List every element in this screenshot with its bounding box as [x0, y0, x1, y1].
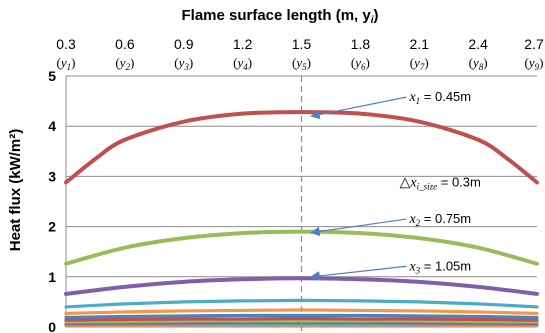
annotation-label: x2 = 0.75m	[408, 211, 471, 228]
x-tick-sublabel: (y1)	[57, 55, 76, 72]
x-tick-labels: 0.3 (y1) 0.6 (y2) 0.9 (y3) 1.2 (y4) 1.5 (y5) 1.8 (y…	[56, 36, 544, 72]
y-tick-label: 4	[48, 118, 56, 134]
y-axis-title: Heat flux (kW/m²)	[7, 129, 24, 252]
annotation-label: △xi_size = 0.3m	[400, 174, 481, 191]
x-tick-label: 1.2	[233, 36, 253, 52]
annotation-arrow	[310, 218, 407, 237]
series-line	[64, 319, 539, 324]
annotations: x1 = 0.45m △xi_size = 0.3m x2 = 0.75m x3 = …	[310, 89, 481, 281]
x-tick-label: 0.9	[174, 36, 194, 52]
annotation-label: x1 = 0.45m	[408, 89, 471, 106]
x-tick-label: 2.4	[468, 36, 488, 52]
y-tick-label: 3	[48, 168, 56, 184]
y-tick-label: 0	[48, 319, 56, 333]
y-tick-label: 1	[48, 269, 56, 285]
series-line	[64, 316, 539, 322]
x-tick-label: 1.8	[351, 36, 371, 52]
x-tick-label: 2.1	[410, 36, 430, 52]
series-line	[64, 298, 539, 309]
x-tick-sublabel: (y9)	[525, 55, 544, 72]
series-line	[64, 313, 539, 320]
x-tick-sublabel: (y3)	[174, 55, 193, 72]
y-tick-label: 2	[48, 219, 56, 235]
series-line	[64, 229, 539, 266]
annotation-arrow	[310, 96, 407, 120]
x-axis-title: Flame surface length (m, yi)	[181, 7, 378, 26]
x-tick-label: 0.3	[56, 36, 76, 52]
x-tick-label: 2.7	[524, 36, 544, 52]
x-tick-sublabel: (y8)	[469, 55, 488, 72]
x-tick-label: 1.5	[292, 36, 312, 52]
x-tick-sublabel: (y7)	[410, 55, 429, 72]
x-tick-sublabel: (y5)	[292, 55, 311, 72]
series-line	[64, 276, 539, 296]
annotation-label: x3 = 1.05m	[408, 258, 471, 275]
x-tick-sublabel: (y2)	[115, 55, 134, 72]
x-tick-sublabel: (y6)	[351, 55, 370, 72]
annotation-arrow	[310, 265, 407, 281]
y-tick-label: 5	[48, 68, 56, 84]
y-tick-labels: 0 1 2 3 4 5	[48, 68, 56, 333]
series-line	[64, 308, 539, 316]
series-lines	[64, 110, 539, 328]
x-tick-label: 0.6	[115, 36, 135, 52]
x-tick-sublabel: (y4)	[233, 55, 252, 72]
series-line	[64, 110, 539, 185]
